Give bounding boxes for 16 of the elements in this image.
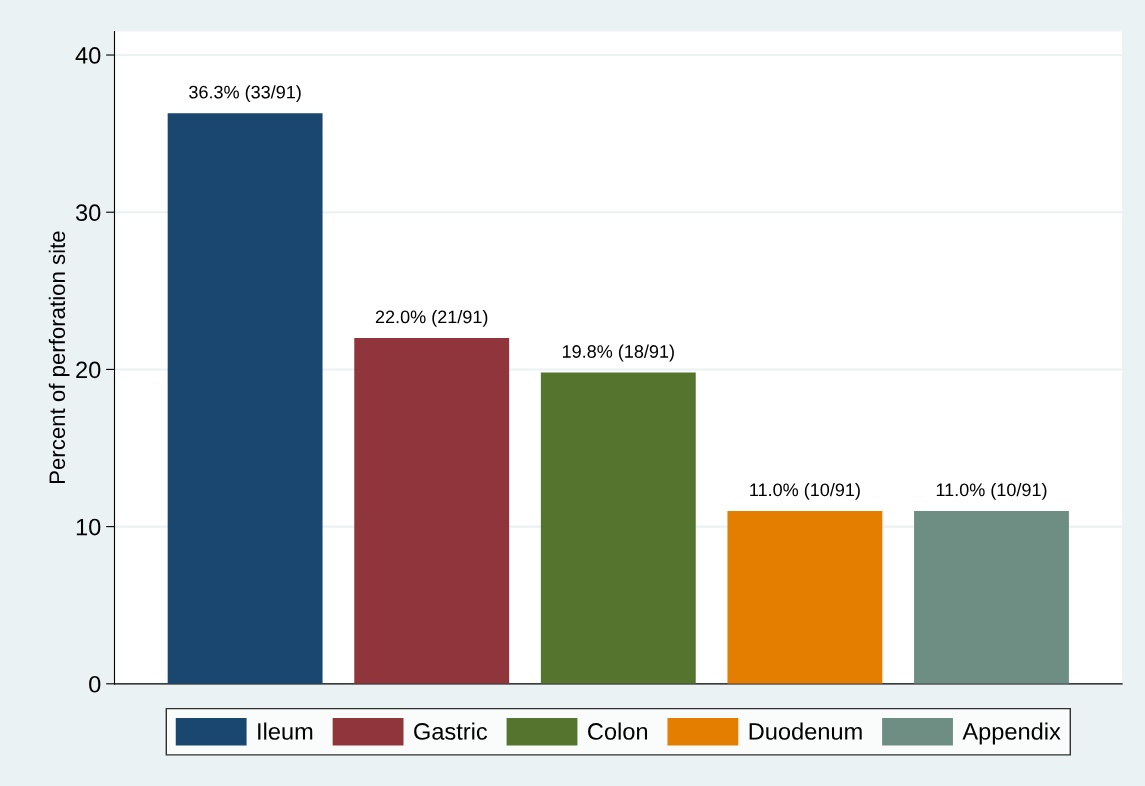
y-tick-label: 0 — [89, 675, 101, 693]
data-label: 36.3% (33/91) — [189, 85, 301, 103]
legend-label: Appendix — [962, 722, 1061, 745]
legend-label: Ileum — [258, 722, 313, 740]
y-tick-label: 30 — [75, 204, 101, 222]
y-tick-label: 20 — [76, 361, 101, 379]
legend-label: Duodenum — [749, 722, 862, 740]
legend-label: Colon — [588, 722, 648, 740]
data-label: 22.0% (21/91) — [375, 310, 488, 327]
y-tick-label: 10 — [76, 518, 101, 536]
y-tick-label: 40 — [75, 47, 101, 64]
data-label: 19.8% (18/91) — [562, 344, 674, 362]
data-label: 11.0% (10/91) — [936, 482, 1047, 500]
data-label: 11.0% (10/91) — [750, 482, 860, 500]
y-axis-title: Percent of perforation site — [48, 231, 70, 484]
legend-label: Gastric — [414, 722, 488, 740]
